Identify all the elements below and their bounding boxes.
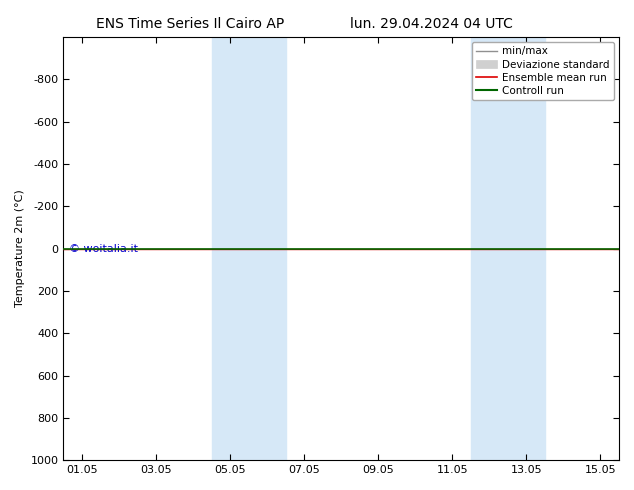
- Text: ENS Time Series Il Cairo AP: ENS Time Series Il Cairo AP: [96, 17, 284, 31]
- Text: © woitalia.it: © woitalia.it: [69, 245, 138, 254]
- Title: ENS Time Series Il Cairo AP      lun. 29.04.2024 04 UTC: ENS Time Series Il Cairo AP lun. 29.04.2…: [0, 489, 1, 490]
- Y-axis label: Temperature 2m (°C): Temperature 2m (°C): [15, 190, 25, 307]
- Legend: min/max, Deviazione standard, Ensemble mean run, Controll run: min/max, Deviazione standard, Ensemble m…: [472, 42, 614, 100]
- Bar: [471, 37, 545, 460]
- Text: lun. 29.04.2024 04 UTC: lun. 29.04.2024 04 UTC: [350, 17, 512, 31]
- Bar: [212, 37, 286, 460]
